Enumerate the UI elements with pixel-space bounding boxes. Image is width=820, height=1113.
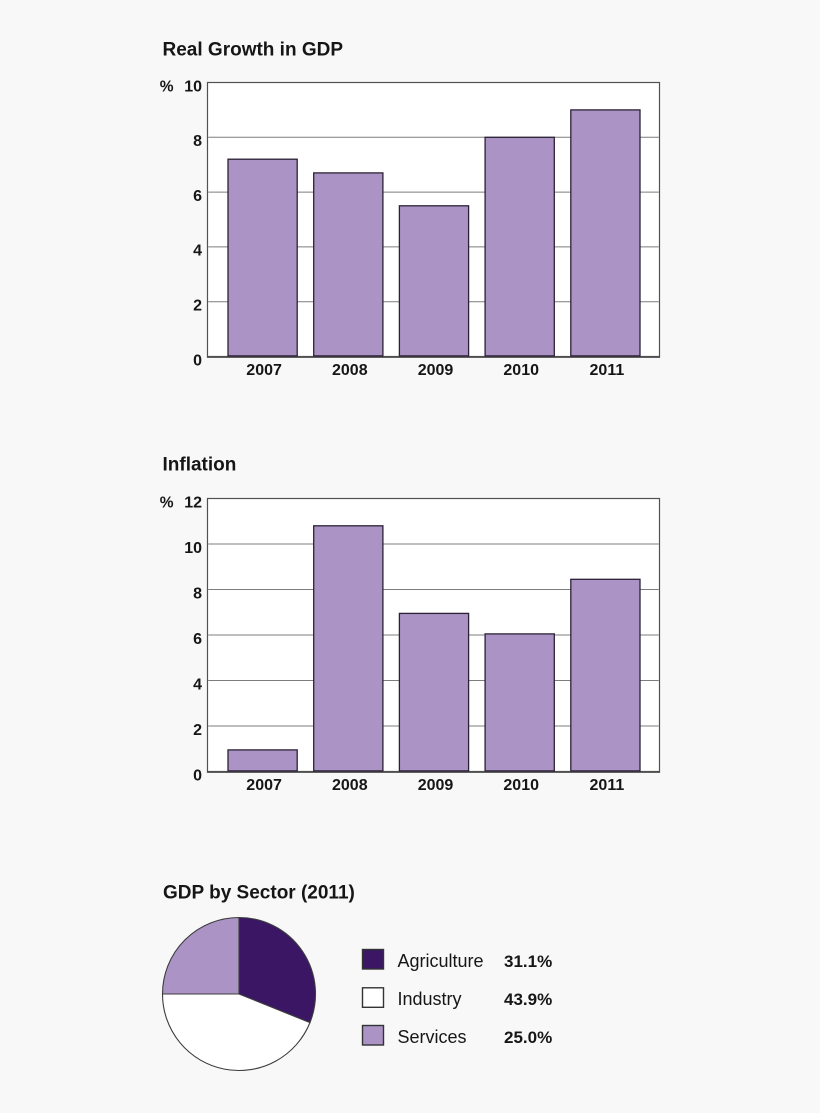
svg-text:6: 6 <box>193 631 202 648</box>
svg-text:25.0%: 25.0% <box>504 1028 552 1047</box>
svg-text:4: 4 <box>193 243 202 260</box>
svg-text:10: 10 <box>184 540 202 557</box>
svg-text:2008: 2008 <box>332 777 368 794</box>
svg-text:Agriculture: Agriculture <box>398 951 484 971</box>
svg-text:2010: 2010 <box>503 777 539 794</box>
svg-text:8: 8 <box>193 585 202 602</box>
svg-text:2011: 2011 <box>590 777 625 794</box>
svg-text:0: 0 <box>193 352 202 369</box>
svg-text:2008: 2008 <box>332 362 368 379</box>
svg-text:Real Growth in GDP: Real Growth in GDP <box>163 40 344 61</box>
svg-text:%: % <box>160 494 174 511</box>
svg-text:Services: Services <box>398 1027 467 1047</box>
svg-text:43.9%: 43.9% <box>504 990 552 1009</box>
svg-text:2007: 2007 <box>246 362 282 379</box>
svg-text:Industry: Industry <box>398 989 462 1009</box>
svg-text:Inflation: Inflation <box>163 455 237 476</box>
svg-text:0: 0 <box>193 767 202 784</box>
svg-text:4: 4 <box>193 676 202 693</box>
svg-text:2011: 2011 <box>590 362 625 379</box>
svg-text:8: 8 <box>193 133 202 150</box>
svg-text:2009: 2009 <box>418 777 454 794</box>
svg-text:2007: 2007 <box>246 777 282 794</box>
svg-text:2: 2 <box>193 722 202 739</box>
svg-text:2009: 2009 <box>418 362 454 379</box>
svg-text:2: 2 <box>193 298 202 315</box>
svg-text:12: 12 <box>184 494 202 511</box>
svg-text:31.1%: 31.1% <box>504 952 552 971</box>
svg-text:2010: 2010 <box>503 362 539 379</box>
svg-text:%: % <box>160 78 174 95</box>
svg-text:6: 6 <box>193 188 202 205</box>
svg-text:GDP by Sector (2011): GDP by Sector (2011) <box>163 883 355 904</box>
svg-text:10: 10 <box>184 78 202 95</box>
